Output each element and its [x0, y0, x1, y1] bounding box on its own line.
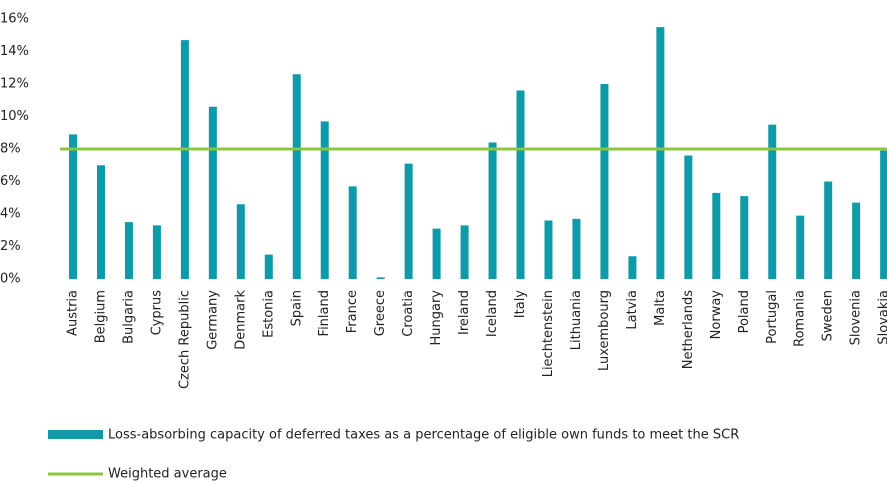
bar	[516, 90, 525, 279]
bar	[740, 196, 749, 279]
bar	[880, 150, 887, 279]
bar	[488, 142, 497, 279]
y-tick-label: 16%	[0, 12, 29, 27]
x-tick-label: Luxembourg	[597, 290, 612, 371]
x-tick-label: Portugal	[765, 290, 780, 344]
bar	[124, 222, 133, 279]
x-tick-label: Finland	[317, 290, 332, 336]
x-tick-label: Slovakia	[877, 290, 887, 345]
x-tick-label: Hungary	[429, 290, 444, 346]
x-tick-label: Croatia	[401, 290, 416, 337]
bar	[684, 155, 693, 279]
bar	[544, 220, 553, 279]
bar	[320, 121, 329, 279]
legend-label: Loss-absorbing capacity of deferred taxe…	[108, 428, 739, 443]
x-tick-label: Cyprus	[149, 290, 164, 336]
x-tick-label: Estonia	[261, 290, 276, 338]
bar	[852, 202, 861, 279]
bar	[432, 228, 441, 279]
x-tick-label: Greece	[373, 290, 388, 336]
bar	[376, 277, 385, 279]
y-tick-label: 12%	[0, 77, 29, 92]
x-tick-label: Sweden	[821, 290, 836, 341]
y-tick-label: 10%	[0, 109, 29, 124]
bar	[152, 225, 161, 279]
bar	[96, 165, 105, 279]
bar	[796, 215, 805, 279]
legend-swatch	[48, 430, 103, 439]
x-tick-label: Ireland	[457, 290, 472, 335]
x-tick-label: Germany	[205, 290, 220, 350]
x-tick-label: Spain	[289, 290, 304, 326]
bar	[712, 192, 721, 279]
x-tick-label: Romania	[793, 290, 808, 347]
y-tick-label: 6%	[0, 174, 21, 189]
x-tick-label: Malta	[653, 290, 668, 326]
x-tick-label: Belgium	[93, 290, 108, 343]
x-tick-label: Iceland	[485, 290, 500, 337]
bar	[69, 134, 77, 279]
bar	[348, 186, 357, 279]
x-tick-label: Bulgaria	[121, 290, 136, 344]
x-tick-label: Poland	[737, 290, 752, 333]
bar	[656, 27, 665, 279]
bar	[824, 181, 833, 279]
x-tick-label: Italy	[513, 290, 528, 319]
bar	[768, 124, 777, 279]
bar	[264, 254, 273, 279]
y-tick-label: 2%	[0, 239, 21, 254]
x-tick-label: Liechtenstein	[541, 290, 556, 377]
bar	[572, 218, 581, 279]
x-tick-label: Czech Republic	[177, 290, 192, 389]
x-tick-label: Lithuania	[569, 290, 584, 350]
x-tick-label: Latvia	[625, 290, 640, 330]
x-tick-label: Slovenia	[849, 290, 864, 345]
x-tick-label: Norway	[709, 290, 724, 340]
bar	[600, 84, 609, 279]
bar	[628, 256, 637, 279]
x-tick-label: Netherlands	[681, 290, 696, 369]
bar	[404, 163, 413, 279]
y-tick-label: 4%	[0, 207, 21, 222]
x-tick-label: Austria	[66, 290, 81, 336]
bar	[236, 204, 245, 279]
x-tick-label: Denmark	[233, 290, 248, 350]
legend-label: Weighted average	[108, 467, 227, 482]
x-tick-label: France	[345, 290, 360, 333]
bar	[208, 106, 217, 279]
y-tick-label: 14%	[0, 44, 29, 59]
bar	[460, 225, 469, 279]
y-tick-label: 0%	[0, 272, 21, 287]
bar	[292, 74, 301, 279]
bar	[180, 40, 189, 279]
y-tick-label: 8%	[0, 142, 21, 157]
